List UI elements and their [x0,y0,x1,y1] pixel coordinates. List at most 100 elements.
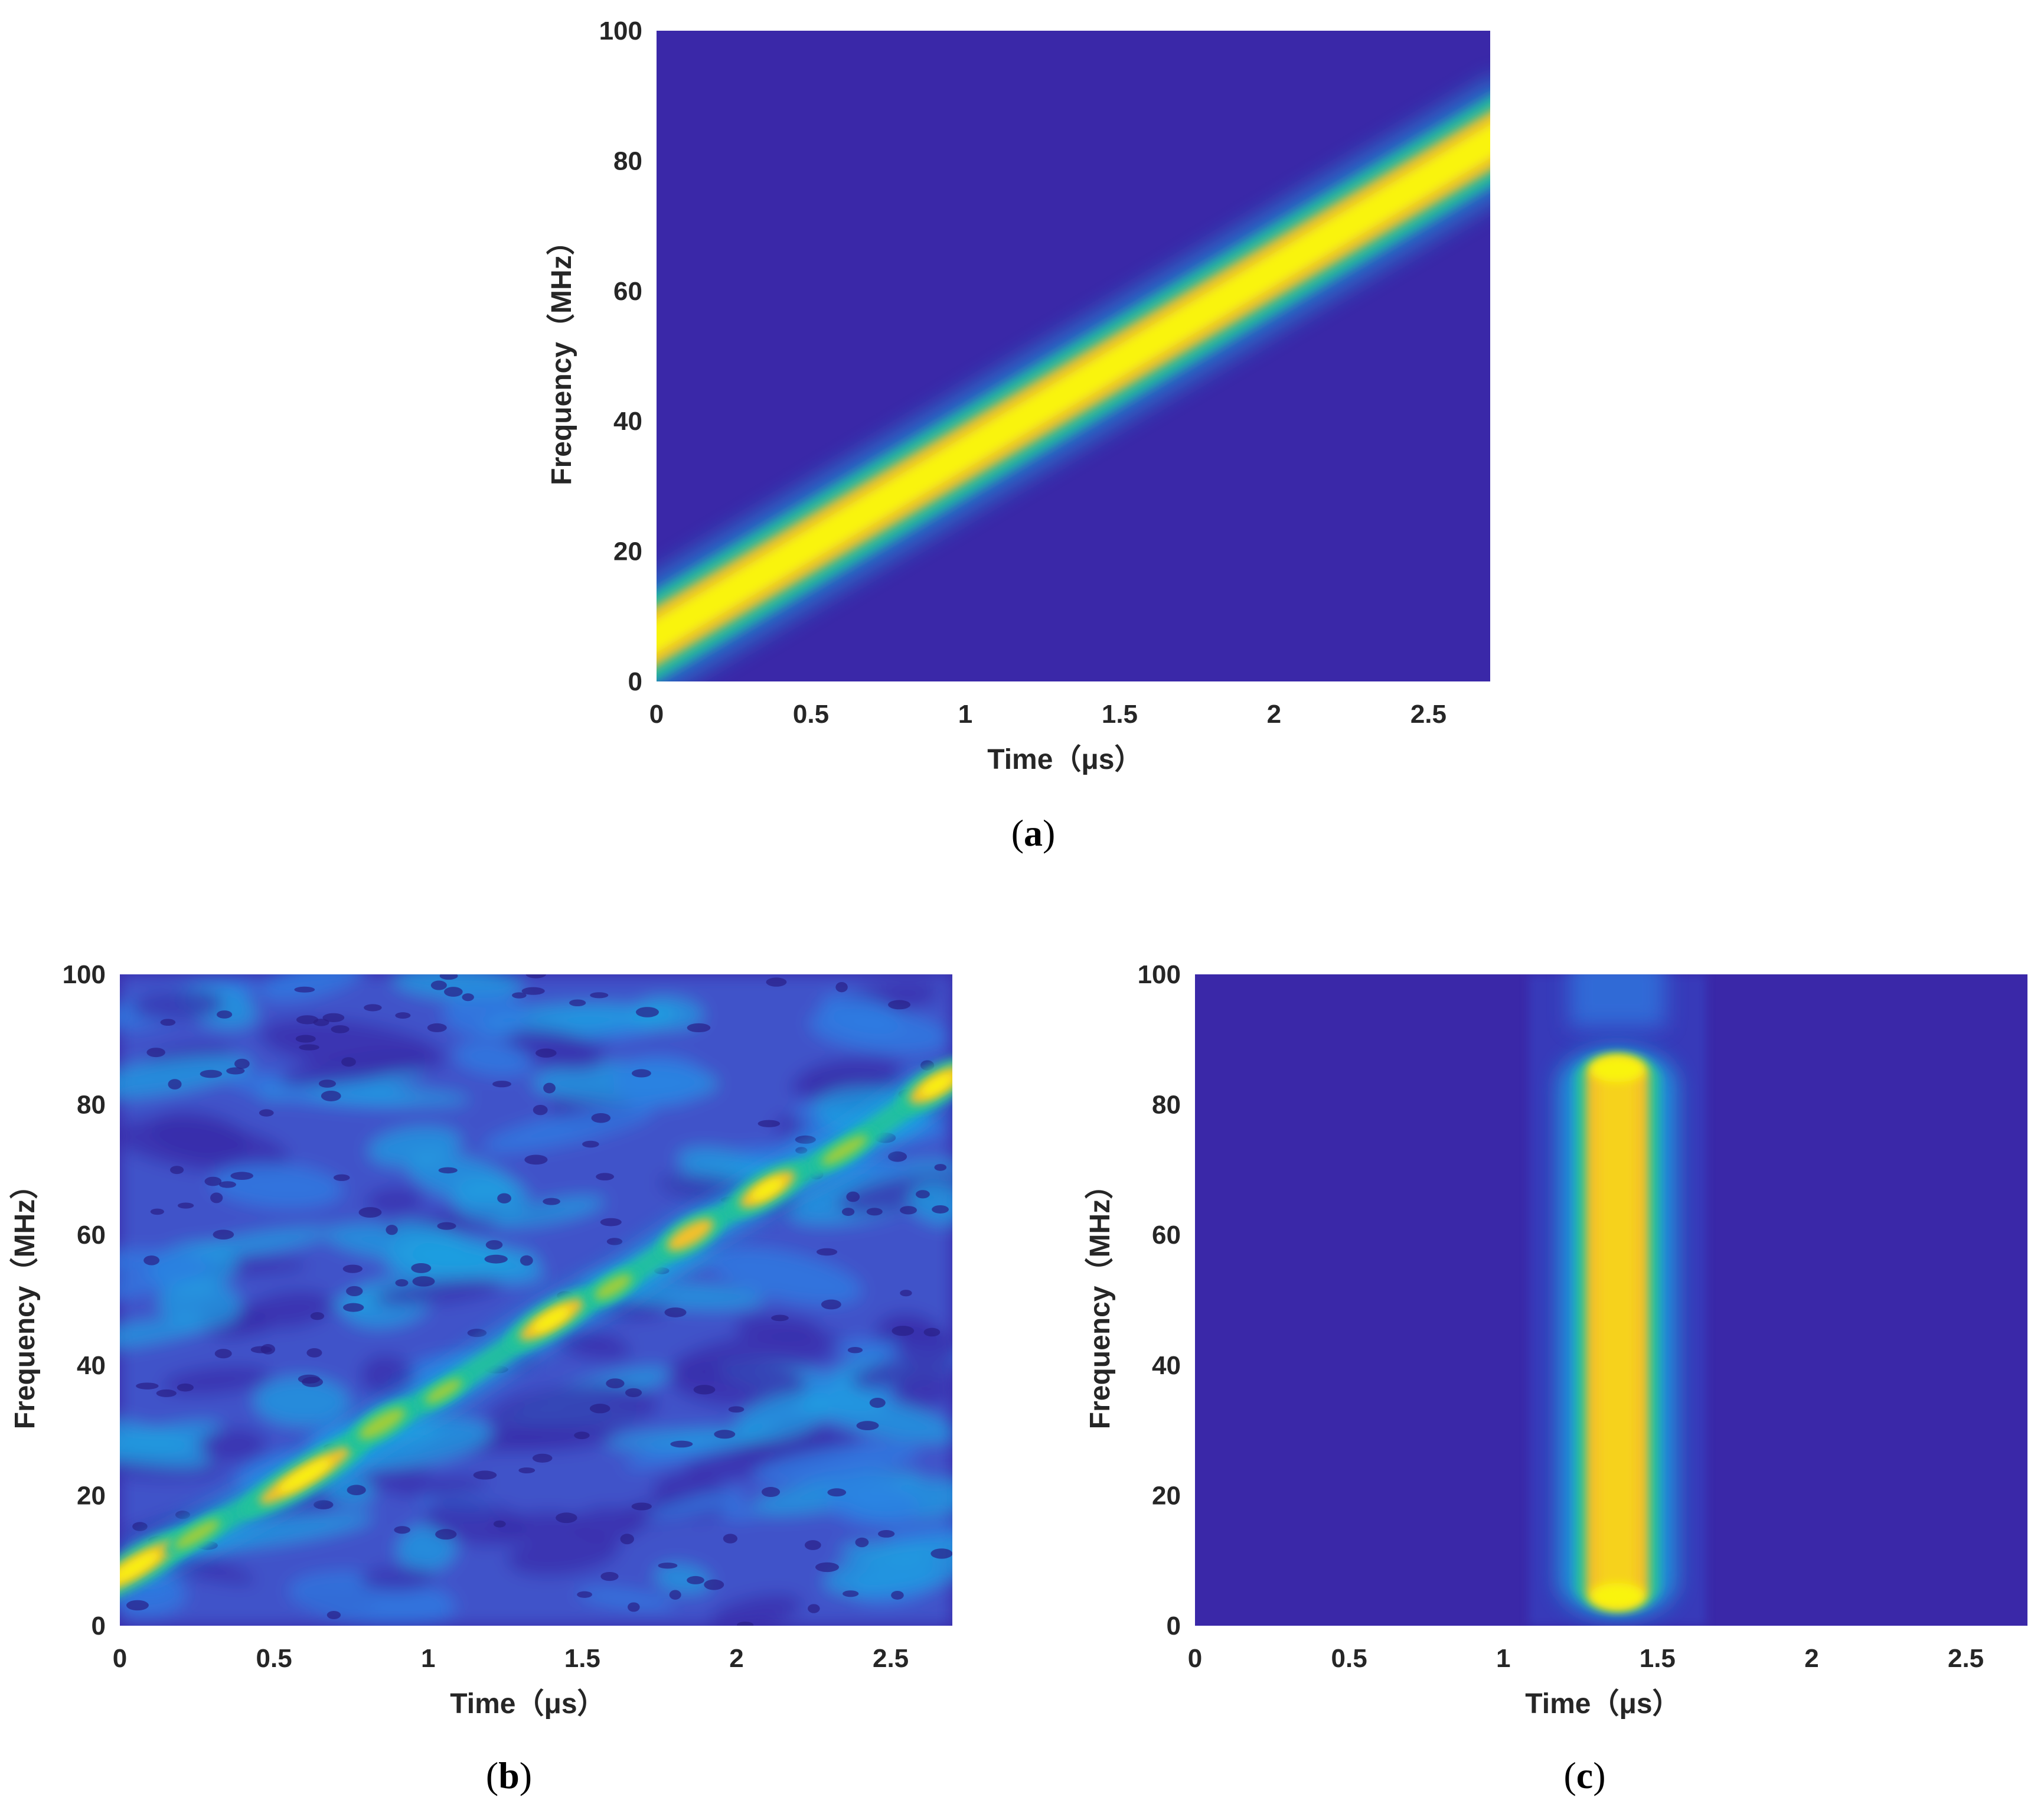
noise-speckle [670,1440,693,1448]
noise-speckle [627,1602,640,1612]
noise-speckle [168,1079,182,1090]
noise-blob [120,1270,210,1306]
noise-speckle [358,1207,382,1218]
ridge-blob-core [533,1307,571,1332]
y-tick-label: 80 [613,146,642,175]
column-top-cap [1589,1056,1645,1082]
noise-speckle [888,1151,907,1162]
noise-speckle [669,1590,681,1600]
noise-speckle [132,1522,148,1531]
ridge-blob [174,1519,220,1550]
noise-speckle [411,1263,432,1273]
y-tick-labels-c: 0 20 40 60 80 100 [1138,960,1181,1640]
noise-speckle [306,1348,322,1358]
noise-speckle [437,1222,456,1230]
noise-blob [259,974,364,1001]
y-tick-label: 60 [1152,1221,1181,1250]
noise-speckle [543,1082,556,1094]
x-tick-label: 2 [729,1644,743,1673]
noise-speckle [331,1025,350,1033]
subplot-a: 0 0.5 1 1.5 2 2.5 0 20 40 60 80 100 Time（μs） Frequ… [546,17,1490,854]
y-tick-label: 40 [1152,1351,1181,1380]
noise-speckle [766,977,787,987]
noise-speckle [346,1286,363,1297]
noise-speckle [394,1526,410,1534]
noise-speckle [318,1079,336,1088]
noise-blob [896,1330,952,1366]
noise-blob [361,1355,416,1399]
noise-blob [391,1221,465,1252]
noise-blob [492,1196,605,1228]
y-tick-label: 40 [613,407,642,436]
noise-speckle [916,1190,930,1199]
noise-speckle [294,986,315,993]
noise-speckle [177,1202,194,1209]
x-axis-label-c: Time（μs） [1525,1688,1680,1720]
noise-speckle [620,1534,634,1545]
noise-speckle [869,1397,886,1408]
noise-speckle [664,1307,687,1317]
noise-speckle [543,1198,560,1205]
noise-speckle [520,1255,533,1266]
y-axis-label-a: Frequency（MHz） [546,227,577,485]
noise-speckle [574,1431,590,1440]
x-tick-label: 0 [649,700,664,729]
noise-speckle [497,1193,511,1203]
noise-speckle [900,1290,912,1297]
noise-blob [120,1250,217,1274]
noise-speckle [210,1192,223,1203]
noise-speckle [525,974,546,978]
x-tick-label: 2 [1804,1644,1818,1673]
noise-speckle [923,1327,941,1337]
x-tick-label: 0.5 [793,700,829,729]
y-tick-label: 80 [1152,1091,1181,1120]
x-tick-labels-b: 0 0.5 1 1.5 2 2.5 [113,1644,909,1673]
noise-speckle [821,1299,841,1310]
noise-speckle [160,1019,176,1026]
noise-speckle [435,1529,457,1540]
noise-speckle [606,1238,623,1245]
noise-speckle [521,987,545,995]
x-tick-label: 0.5 [256,1644,292,1673]
noise-speckle [342,1264,363,1273]
noise-speckle [888,1000,911,1010]
noise-speckle [524,1154,548,1165]
caption-letter-a: a [1024,812,1043,854]
noise-blob [735,1393,829,1441]
noise-speckle [577,1591,592,1598]
noise-speckle [536,1048,557,1058]
caption-letter-c: c [1576,1754,1593,1796]
x-tick-label: 1 [421,1644,435,1673]
noise-blob [670,1359,807,1407]
ridge-band-3 [657,125,1490,653]
noise-blob [306,1087,471,1106]
x-tick-label: 0 [1188,1644,1202,1673]
x-tick-label: 0 [113,1644,127,1673]
noise-speckle [444,987,463,997]
column-bottom-cap [1589,1583,1645,1609]
noise-speckle [835,981,848,993]
noise-speckle [625,1388,642,1397]
noise-speckle [934,1164,947,1171]
noise-speckle [596,1173,615,1180]
noise-speckle [136,1382,159,1390]
noise-speckle [600,1218,622,1227]
x-tick-label: 2.5 [1948,1644,1984,1673]
x-axis-label-b: Time（μs） [450,1688,605,1720]
ridge-blob-core [120,1551,159,1583]
noise-speckle [827,1488,847,1497]
y-tick-label: 20 [613,537,642,566]
noise-speckle [687,1023,711,1033]
noise-blob [253,1377,350,1427]
noise-blob [120,1414,212,1469]
y-tick-label: 0 [92,1612,106,1640]
noise-speckle [757,1120,781,1127]
noise-speckle [589,1404,610,1414]
noise-blob [710,1594,803,1626]
noise-speckle [658,1563,678,1569]
x-axis-label-a: Time（μs） [987,744,1142,775]
noise-blob [393,974,524,1000]
noise-speckle [386,1225,398,1235]
noise-speckle [170,1166,184,1175]
